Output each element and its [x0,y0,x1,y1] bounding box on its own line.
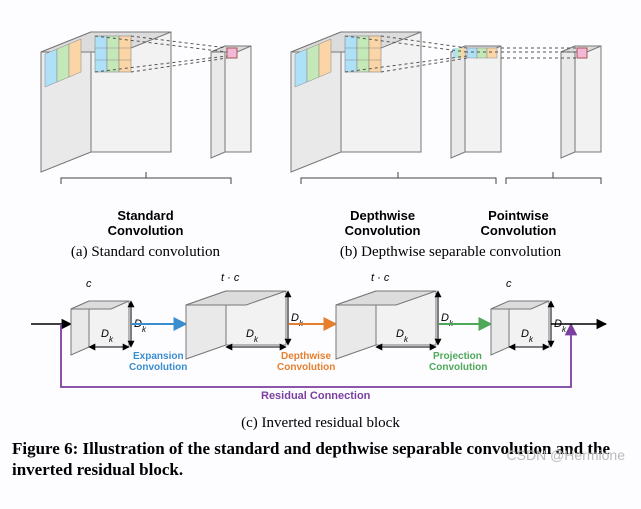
label-depthwise: Depthwise Convolution [345,208,421,238]
panel-c: Dk Dk c Expansion Convolution Dk Dk t · … [12,269,629,432]
figure-caption: Figure 6: Illustration of the standard a… [12,438,629,481]
label-c: c [86,278,92,290]
svg-text:Convolution: Convolution [129,362,187,373]
svg-text:Dk: Dk [441,312,454,328]
label-c2: c [506,278,512,290]
svg-text:Depthwise: Depthwise [281,351,331,362]
panel-a: Standard Convolution (a) Standard convol… [21,12,271,261]
svg-text:Expansion: Expansion [133,351,184,362]
diagram-depthwise-separable [281,12,621,202]
label-tc1: t · c [221,272,240,284]
caption-c: (c) Inverted residual block [241,415,400,432]
label-tc2: t · c [371,272,390,284]
caption-b: (b) Depthwise separable convolution [340,244,561,261]
svg-text:Convolution: Convolution [429,362,487,373]
svg-text:Convolution: Convolution [277,362,335,373]
label-residual: Residual Connection [261,390,371,402]
svg-text:Dk: Dk [134,318,147,334]
figure: Standard Convolution (a) Standard convol… [12,12,629,481]
diagram-standard-conv [21,12,271,202]
caption-a: (a) Standard convolution [71,244,220,261]
label-pointwise: Pointwise Convolution [481,208,557,238]
label-standard: Standard Convolution [108,208,184,238]
svg-text:Dk: Dk [291,312,304,328]
svg-text:Projection: Projection [433,351,482,362]
panel-b: Depthwise Convolution Pointwise Convolut… [281,12,621,261]
svg-text:Dk: Dk [554,318,567,334]
diagram-inverted-residual: Dk Dk c Expansion Convolution Dk Dk t · … [31,269,611,409]
top-row: Standard Convolution (a) Standard convol… [12,12,629,261]
